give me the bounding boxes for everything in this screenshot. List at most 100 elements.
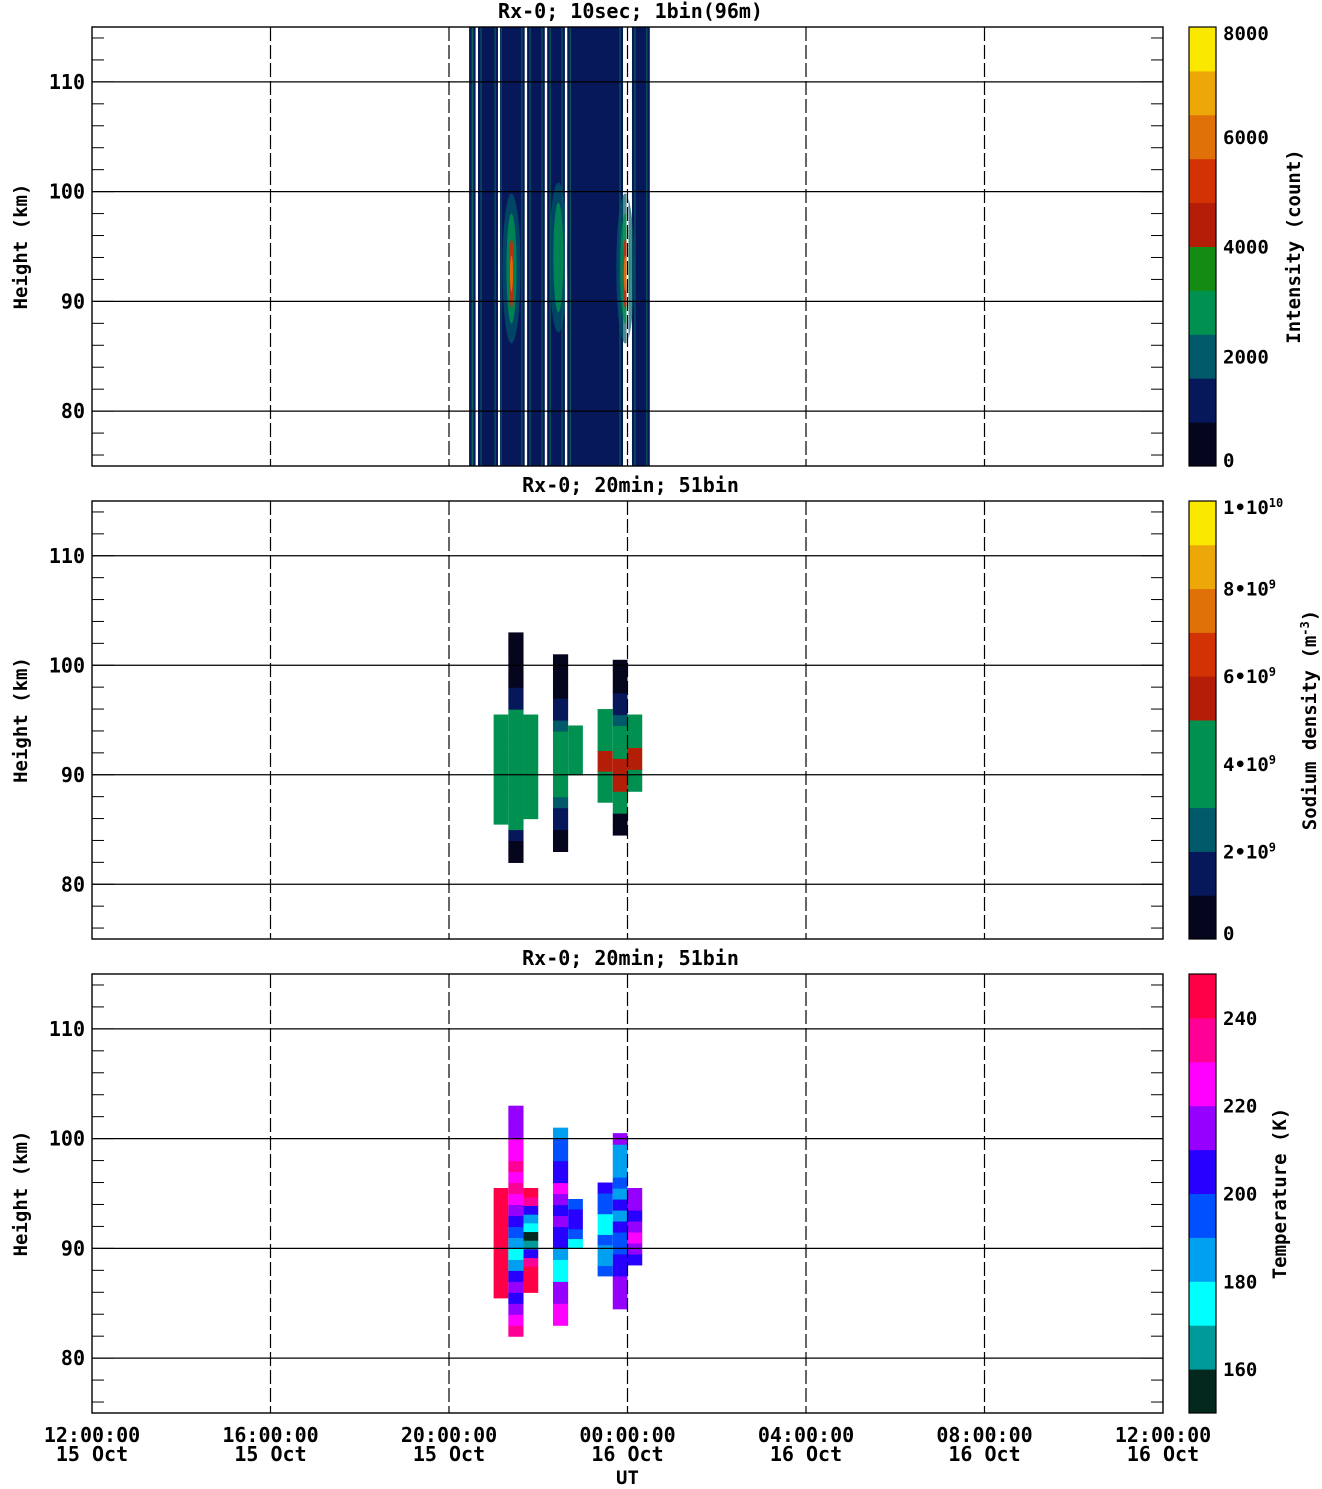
cell-c1-r4	[508, 1281, 524, 1293]
y-tick-label: 80	[61, 399, 85, 423]
cell-c1-r14	[508, 1171, 524, 1184]
cell-c0-r2	[493, 1272, 509, 1282]
cell-c3-r14	[552, 687, 569, 699]
x-tick-time: 08:00:00	[936, 1423, 1032, 1447]
data-bar-1	[478, 27, 499, 466]
cell-c2-r11	[523, 714, 539, 724]
cell-c3-r14	[552, 1160, 569, 1173]
x-tick-time: 12:00:00	[1115, 1423, 1211, 1447]
cell-c5-r8	[597, 1182, 613, 1194]
cell-c5-r1	[597, 781, 613, 793]
cell-c6-r0	[612, 1297, 628, 1310]
colorbar-swatch-3	[1189, 1237, 1216, 1282]
colorbar-swatch-5	[1189, 676, 1216, 721]
cell-c5-r5	[597, 1213, 613, 1225]
y-tick-label: 80	[61, 1346, 85, 1370]
cell-c1-r19	[508, 1116, 524, 1129]
cell-c2-r7	[523, 1222, 539, 1233]
cell-c6-r1	[612, 813, 628, 825]
colorbar-tick-label: 4•109	[1223, 753, 1276, 776]
cell-c1-r16	[508, 676, 524, 688]
cell-c3-r10	[552, 730, 569, 743]
cell-c0-r4	[493, 1255, 509, 1265]
cell-c3-r3	[552, 1281, 569, 1293]
cell-c0-r11	[493, 1196, 509, 1206]
cell-c1-r17	[508, 665, 524, 677]
cell-c4-r0	[568, 764, 583, 776]
cell-c3-r15	[552, 676, 569, 688]
cell-c0-r5	[493, 773, 509, 783]
cell-c2-r10	[523, 723, 539, 733]
cell-c5-r6	[597, 729, 613, 741]
colorbar-swatch-2	[1189, 807, 1216, 852]
cell-c1-r13	[508, 709, 524, 721]
cell-c7-r2	[627, 758, 643, 770]
cell-c1-r17	[508, 1138, 524, 1151]
colorbar-swatch-9	[1189, 501, 1216, 546]
colorbar-swatch-0	[1189, 1369, 1216, 1414]
cell-c2-r1	[523, 801, 539, 811]
colorbar-label-text: Intensity (count)	[1283, 149, 1305, 343]
cell-c0-r12	[493, 714, 509, 724]
cell-c3-r2	[552, 1292, 569, 1304]
cell-c5-r2	[597, 771, 613, 783]
colorbar-swatch-4	[1189, 720, 1216, 765]
cell-c0-r3	[493, 1263, 509, 1274]
cell-c1-r11	[508, 730, 524, 743]
panel-title: Rx-0; 20min; 51bin	[522, 946, 739, 970]
cell-c3-r17	[552, 1127, 569, 1140]
panel-2: 80 90 100 110 Rx-0; 20min; 51bin Height (km) 0…	[10, 473, 1321, 945]
cell-c0-r0	[493, 815, 509, 825]
y-axis-label: Height (km)	[10, 1131, 32, 1257]
cell-c4-r2	[568, 1218, 583, 1230]
colorbar-swatch-4	[1189, 246, 1216, 291]
colorbar-tick-label: 8000	[1223, 23, 1269, 45]
plot-area	[91, 26, 1164, 467]
grid	[92, 974, 1163, 1413]
colorbar-swatch-7	[1189, 588, 1216, 633]
cell-c5-r4	[597, 750, 613, 762]
cell-c3-r6	[552, 774, 569, 787]
cell-c1-r3	[508, 818, 524, 831]
cell-c2-r5	[523, 766, 539, 776]
cell-c0-r8	[493, 1221, 509, 1231]
cell-c6-r4	[612, 780, 628, 792]
plot-frame	[91, 973, 1164, 1414]
cell-c0-r9	[493, 1213, 509, 1223]
colorbar-swatch-6	[1189, 158, 1216, 204]
y-tick-label: 110	[49, 70, 85, 94]
cell-c6-r13	[612, 681, 628, 694]
y-tick-label: 90	[61, 763, 85, 787]
cell-c6-r12	[612, 1166, 628, 1178]
cell-c1-r9	[508, 752, 524, 765]
cell-c2-r9	[523, 1205, 539, 1215]
peak-region-1	[616, 193, 635, 344]
cell-c5-r1	[597, 1255, 613, 1267]
cell-c4-r0	[568, 1238, 583, 1249]
panels: 80 90 100 110 Rx-0; 10sec; 1bin(96m) Height (…	[10, 0, 1321, 1414]
cell-c2-r7	[523, 749, 539, 759]
cell-c0-r2	[493, 798, 509, 808]
cell-c1-r15	[508, 687, 524, 699]
grid	[92, 27, 1163, 466]
colorbar-swatch-9	[1189, 974, 1216, 1019]
peak-region-0	[502, 193, 521, 344]
cell-c7-r0	[627, 1253, 643, 1266]
x-tick-time: 04:00:00	[758, 1423, 854, 1447]
cell-c2-r9	[523, 731, 539, 742]
cell-c5-r3	[597, 1234, 613, 1246]
cell-c2-r2	[523, 792, 539, 802]
cell-c5-r6	[597, 1203, 613, 1215]
cell-c7-r6	[627, 1188, 643, 1200]
data-bar-3	[527, 27, 545, 466]
cell-c3-r1	[552, 1303, 569, 1315]
cell-c1-r1	[508, 840, 524, 852]
cell-c3-r2	[552, 818, 569, 831]
colorbar-swatch-6	[1189, 1105, 1216, 1151]
cell-c1-r14	[508, 698, 524, 710]
cell-c6-r11	[612, 1177, 628, 1189]
cell-c3-r13	[552, 1171, 569, 1184]
cell-c6-r2	[612, 1275, 628, 1288]
colorbar-tick-label: 220	[1223, 1096, 1257, 1118]
cell-c0-r5	[493, 1247, 509, 1257]
